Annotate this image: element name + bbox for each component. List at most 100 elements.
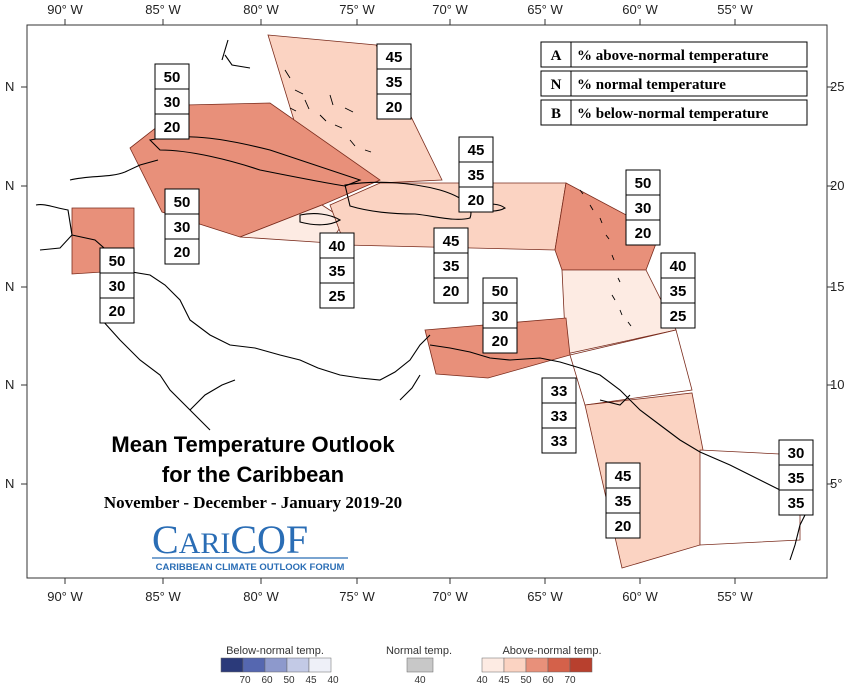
lat-tick-label-left: N: [5, 79, 14, 94]
prob-cell-normal: [625, 194, 661, 221]
probability-boxes: 45 35 20 50 30 20 50 30 20 50 30 20 40 35 25 45 35 20 45 35…: [99, 43, 814, 539]
key-letter-box: [540, 99, 572, 126]
prob-box-cuba: 50 30 20: [154, 63, 190, 140]
prob-value-above: 45: [615, 468, 632, 485]
prob-cell-below: [660, 302, 696, 329]
lon-tick-label: 60° W: [622, 589, 658, 604]
prob-box-leeward: 50 30 20: [625, 169, 661, 246]
prob-value-normal: 35: [386, 74, 403, 91]
prob-value-below: 20: [468, 192, 485, 209]
legend-normal-label: Normal temp.: [386, 645, 452, 657]
prob-cell-above: [99, 247, 135, 274]
lon-tick-label: 55° W: [717, 589, 753, 604]
key-text-box: [570, 41, 808, 68]
prob-cell-below: [541, 427, 577, 454]
prob-value-normal: 30: [109, 278, 126, 295]
prob-box-belize: 50 30 20: [99, 247, 135, 324]
key-text-box: [570, 70, 808, 97]
prob-cell-below: [778, 489, 814, 516]
prob-cell-normal: [164, 213, 200, 240]
prob-cell-normal: [319, 257, 355, 284]
legend-tick-normal: 40: [414, 675, 426, 684]
prob-box-hispaniola-pr: 45 35 20: [433, 227, 469, 304]
prob-cell-normal: [541, 402, 577, 429]
prob-box-north-hispaniola: 45 35 20: [458, 136, 494, 213]
prob-cell-below: [319, 282, 355, 309]
prob-value-below: 25: [670, 308, 687, 325]
key-letter-box: [540, 41, 572, 68]
legend-swatch-above: [569, 657, 593, 673]
legend-swatch-normal: [406, 657, 434, 673]
lon-tick-label: 75° W: [339, 589, 375, 604]
prob-cell-normal: [458, 161, 494, 188]
prob-box-trinidad: 33 33 33: [541, 377, 577, 454]
prob-value-normal: 35: [788, 470, 805, 487]
lon-tick-label: 75° W: [339, 2, 375, 17]
lon-tick-label: 85° W: [145, 589, 181, 604]
prob-cell-below: [482, 327, 518, 354]
lat-tick-label-left: N: [5, 178, 14, 193]
legend-tick-below: 40: [327, 675, 339, 684]
prob-value-normal: 35: [329, 263, 346, 280]
lon-tick-label: 90° W: [47, 2, 83, 17]
forecast-period: November - December - January 2019-20: [104, 493, 402, 512]
key-letter: B: [551, 106, 561, 122]
prob-value-normal: 30: [492, 308, 509, 325]
prob-value-below: 20: [109, 303, 126, 320]
legend-tick-above: 45: [498, 675, 510, 684]
prob-cell-above: [605, 462, 641, 489]
prob-value-below: 20: [615, 518, 632, 535]
prob-value-above: 45: [468, 142, 485, 159]
prob-cell-above: [625, 169, 661, 196]
legend-swatch-below: [308, 657, 332, 673]
latitude-ticks: N 25 N 20 N 15 N 10 N 5°: [5, 79, 844, 491]
prob-value-below: 20: [174, 244, 191, 261]
prob-value-above: 40: [329, 238, 346, 255]
prob-value-below: 33: [551, 433, 568, 450]
prob-cell-below: [164, 238, 200, 265]
prob-cell-above: [778, 439, 814, 466]
prob-cell-below: [605, 512, 641, 539]
legend-tick-below: 50: [283, 675, 295, 684]
prob-value-above: 50: [164, 69, 181, 86]
prob-cell-below: [99, 297, 135, 324]
key-text: % above-normal temperature: [577, 48, 769, 64]
prob-value-normal: 30: [174, 219, 191, 236]
prob-cell-normal: [433, 252, 469, 279]
legend-tick-above: 40: [476, 675, 488, 684]
prob-box-french-guiana: 30 35 35: [778, 439, 814, 516]
prob-value-above: 45: [443, 233, 460, 250]
logo-wordmark: CARICOF: [152, 517, 308, 562]
prob-box-cayman-jamaica: 50 30 20: [164, 188, 200, 265]
prob-value-normal: 35: [468, 167, 485, 184]
prob-cell-above: [376, 43, 412, 70]
prob-value-below: 20: [492, 333, 509, 350]
prob-cell-below: [154, 113, 190, 140]
lat-tick-label-right: 10: [830, 377, 844, 392]
prob-value-below: 25: [329, 288, 346, 305]
map-key: A % above-normal temperature N % normal tem…: [535, 38, 822, 130]
legend-tick-below: 60: [261, 675, 273, 684]
prob-cell-below: [458, 186, 494, 213]
key-letter: N: [551, 77, 562, 93]
lon-tick-label: 70° W: [432, 2, 468, 17]
lon-tick-label: 55° W: [717, 2, 753, 17]
legend-above-label: Above-normal temp.: [502, 645, 601, 657]
lat-tick-label-right: 5°: [830, 476, 842, 491]
prob-value-above: 30: [788, 445, 805, 462]
prob-value-above: 50: [174, 194, 191, 211]
prob-value-above: 33: [551, 383, 568, 400]
prob-cell-normal: [482, 302, 518, 329]
region-french-guiana: [699, 449, 801, 546]
legend-tick-above: 70: [564, 675, 576, 684]
islands: [284, 69, 632, 327]
lat-tick-label-right: 25: [830, 79, 844, 94]
lon-tick-label: 60° W: [622, 2, 658, 17]
key-letter: A: [551, 48, 562, 64]
prob-cell-above: [433, 227, 469, 254]
lon-tick-label: 70° W: [432, 589, 468, 604]
prob-value-above: 50: [109, 253, 126, 270]
prob-cell-normal: [376, 68, 412, 95]
prob-cell-normal: [154, 88, 190, 115]
